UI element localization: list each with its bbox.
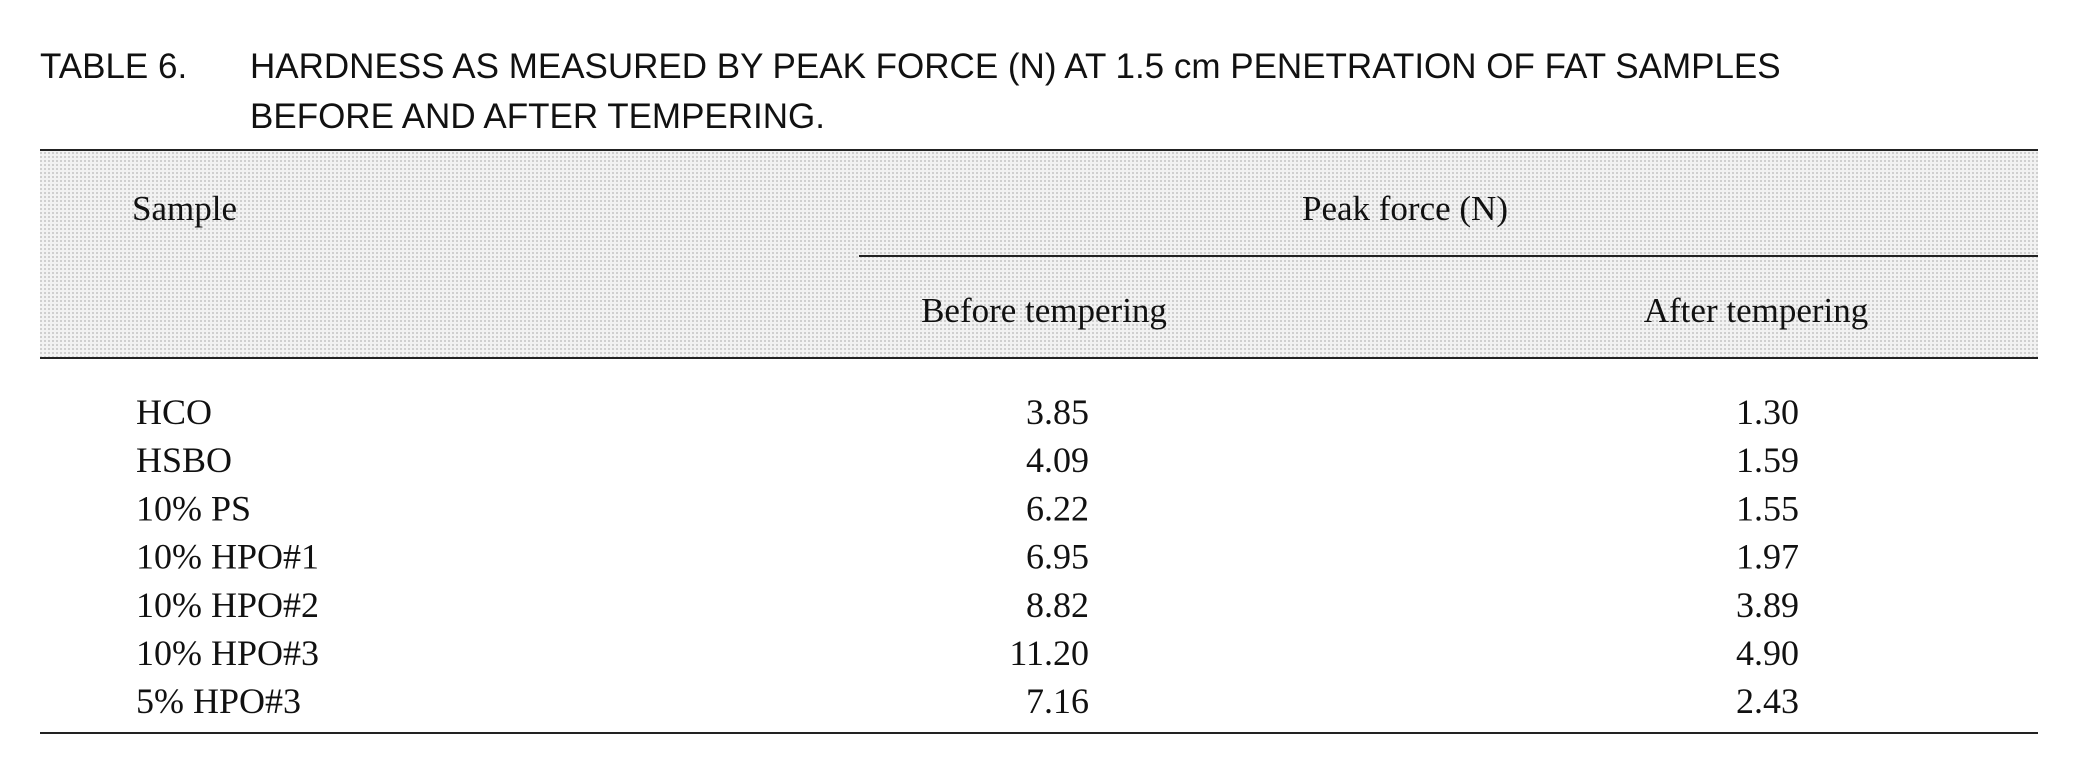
cell-value: 3.85 — [1026, 392, 1089, 432]
row-label: HCO — [136, 392, 212, 432]
cell-value: 6.95 — [1026, 537, 1089, 577]
column-header: After tempering — [1644, 291, 1869, 330]
cell-value: 1.97 — [1736, 537, 1799, 577]
cell-value: 1.30 — [1736, 392, 1799, 432]
caption-label: TABLE 6. — [40, 47, 187, 86]
cell-value: 11.20 — [1009, 633, 1089, 673]
cell-value: 4.09 — [1026, 440, 1089, 480]
row-label: 10% HPO#2 — [136, 585, 319, 625]
cell-value: 2.43 — [1736, 681, 1799, 721]
group-header: Peak force (N) — [1302, 189, 1508, 228]
cell-value: 3.89 — [1736, 585, 1799, 625]
cell-value: 6.22 — [1026, 488, 1089, 528]
cell-value: 4.90 — [1736, 633, 1799, 673]
cell-value: 1.59 — [1736, 440, 1799, 480]
row-label: HSBO — [136, 440, 232, 480]
row-label: 10% HPO#1 — [136, 537, 319, 577]
cell-value: 1.55 — [1736, 488, 1799, 528]
row-label: 10% HPO#3 — [136, 633, 319, 673]
caption-line: BEFORE AND AFTER TEMPERING. — [250, 97, 825, 136]
cell-value: 7.16 — [1026, 681, 1089, 721]
row-label: 10% PS — [136, 488, 251, 528]
column-header: Sample — [132, 189, 237, 228]
cell-value: 8.82 — [1026, 585, 1089, 625]
header-shade — [40, 150, 2038, 358]
column-header: Before tempering — [921, 291, 1167, 330]
caption-line: HARDNESS AS MEASURED BY PEAK FORCE (N) A… — [250, 47, 1781, 86]
row-label: 5% HPO#3 — [136, 681, 301, 721]
